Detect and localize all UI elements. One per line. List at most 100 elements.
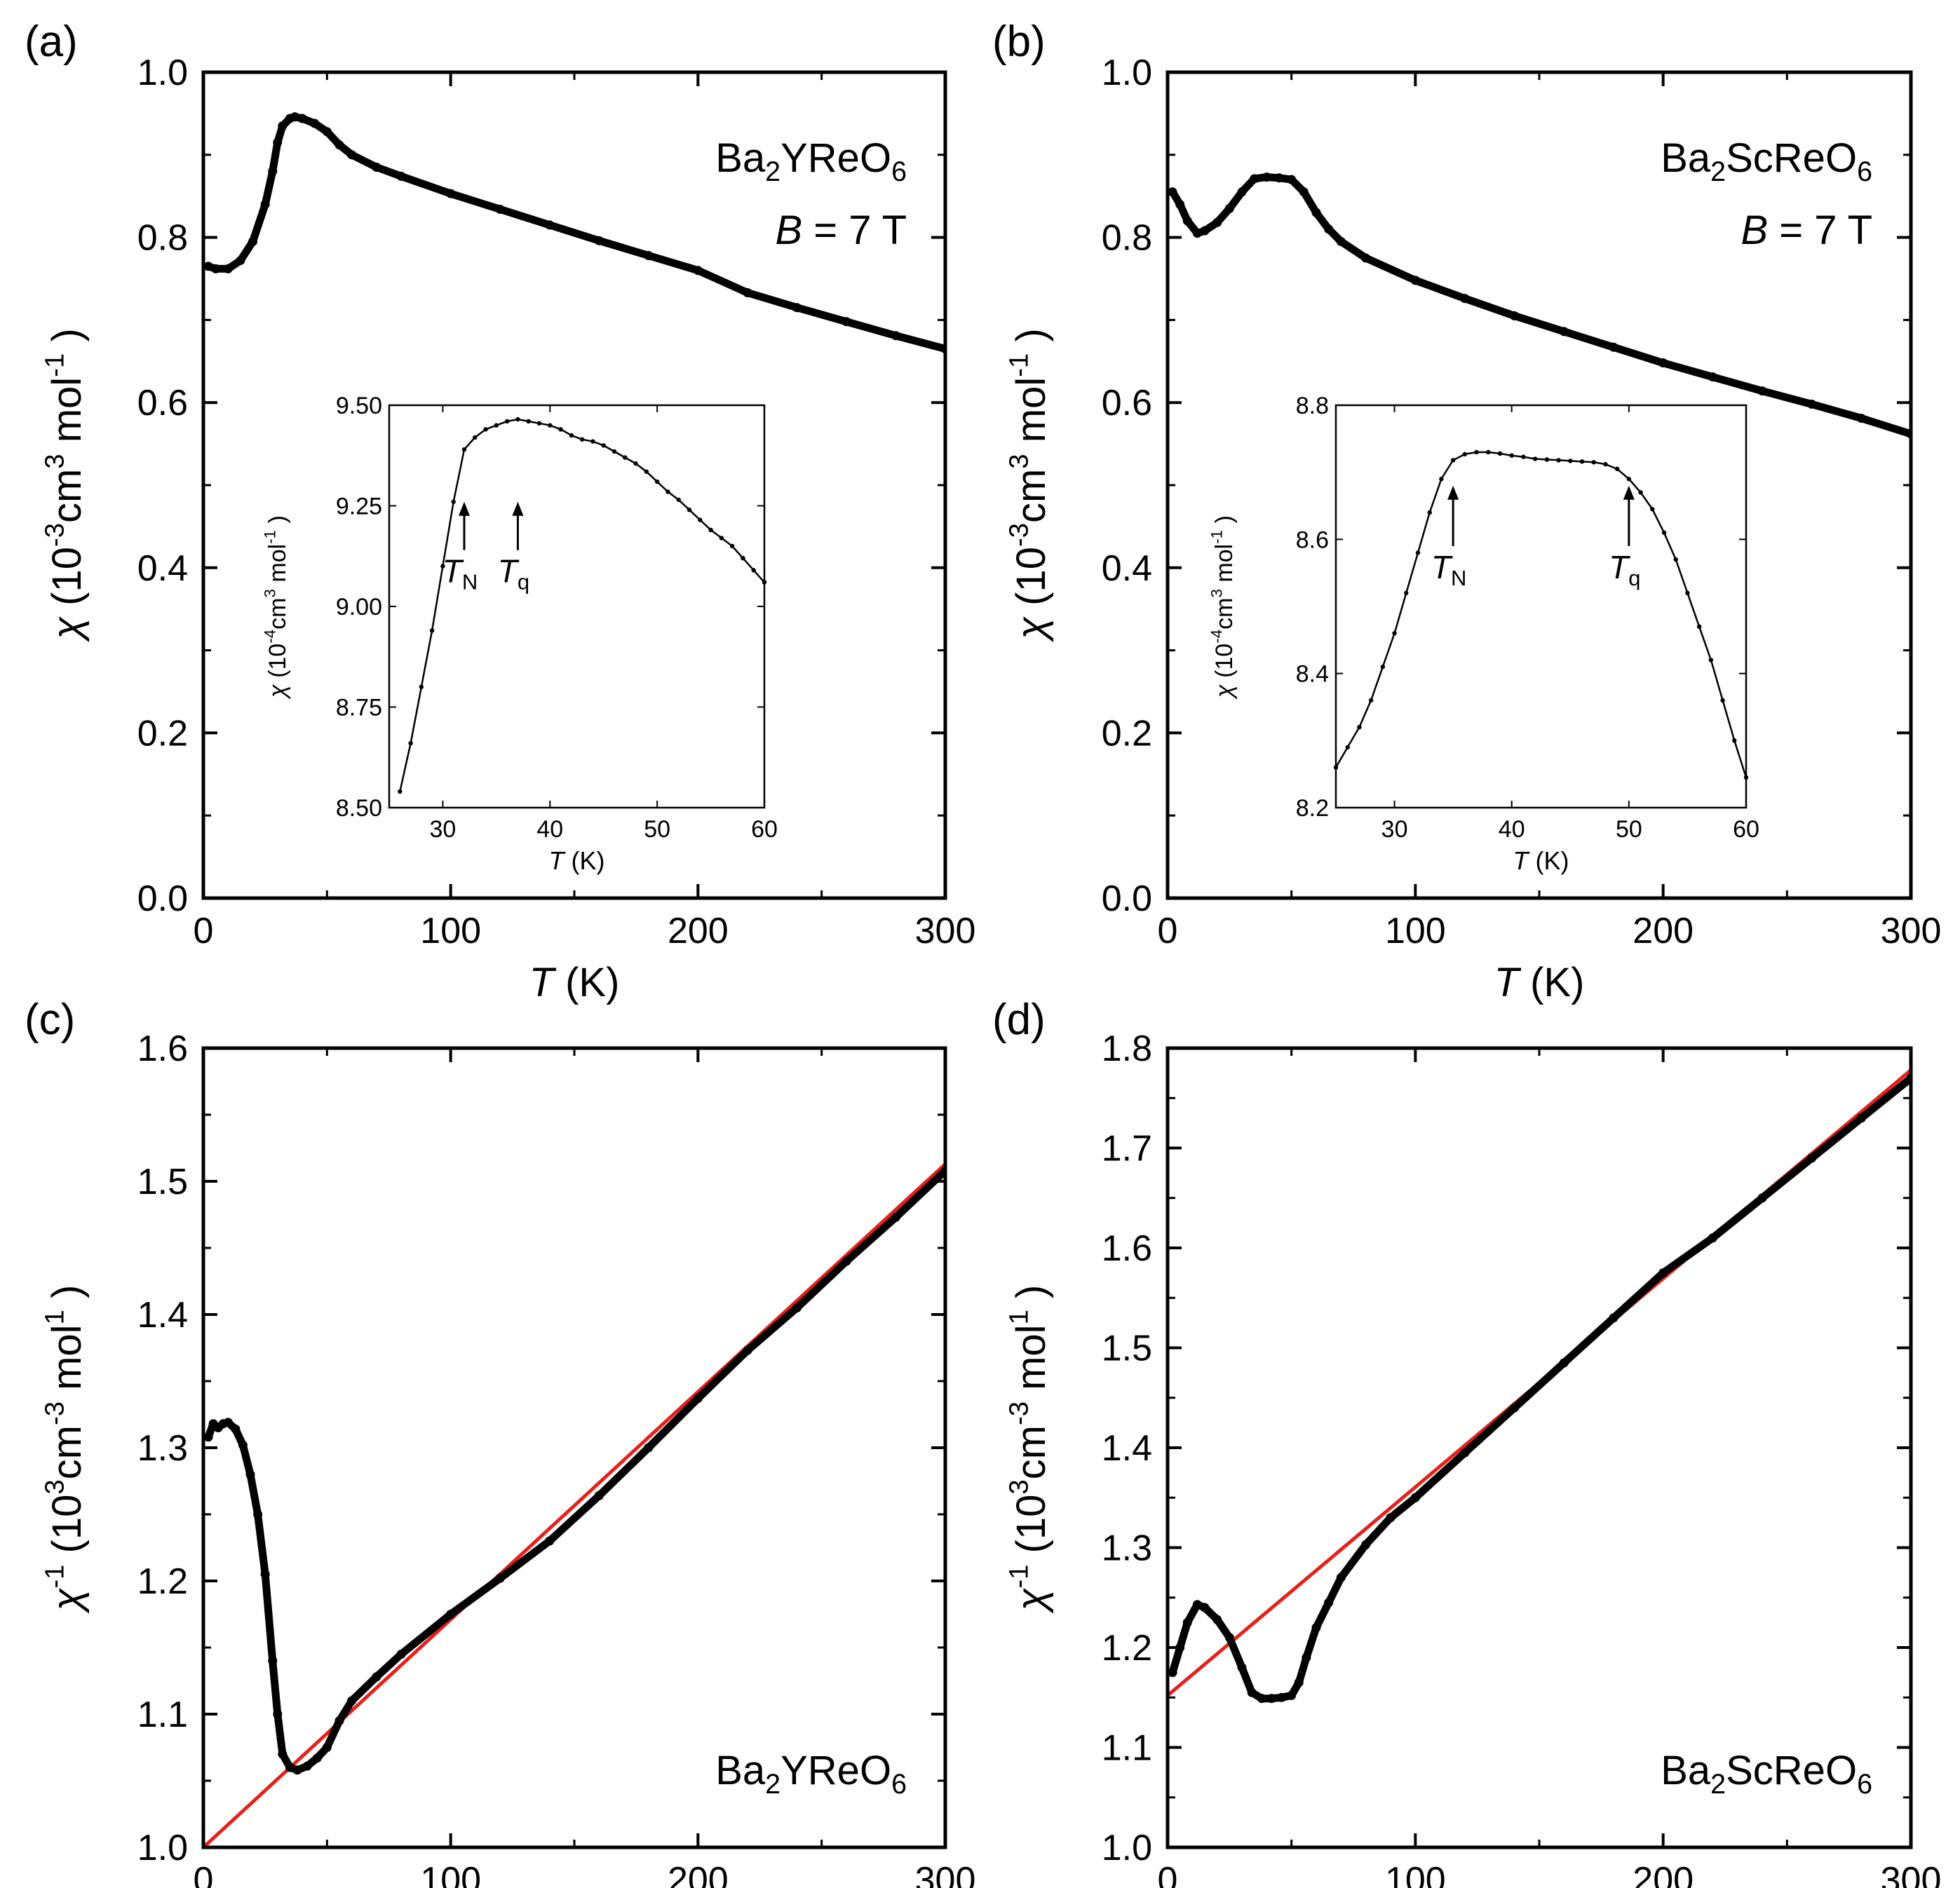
compound-text-part: Ba (1661, 1748, 1711, 1793)
y-label-superscript: -3 (1004, 523, 1034, 547)
y-label-text: cm (44, 469, 90, 523)
data-point (1212, 217, 1222, 227)
data-point (1175, 1643, 1185, 1652)
inset-data-point (1743, 775, 1749, 780)
data-point (693, 1394, 703, 1404)
y-label-text: (10 (1008, 547, 1054, 617)
y-label-superscript: -3 (40, 1401, 70, 1425)
y-label-superscript: 1 (40, 1310, 70, 1324)
x-tick-label: 0 (194, 1860, 214, 1888)
y-label-text: (10 (1211, 644, 1238, 685)
inset-data-point (729, 543, 735, 549)
inset-data-point (751, 568, 756, 573)
inset-data-point (1614, 466, 1620, 472)
data-point (446, 1610, 456, 1619)
y-label-text: cm (264, 598, 291, 630)
data-point (260, 1570, 270, 1579)
data-point (1237, 1663, 1247, 1672)
data-point (1192, 229, 1202, 238)
inset-data-point (548, 423, 553, 428)
x-label-unit: (K) (554, 960, 619, 1005)
data-point (322, 127, 332, 137)
y-tick-label: 1.5 (137, 1162, 188, 1202)
data-point (273, 1709, 283, 1719)
data-point (347, 150, 357, 160)
y-label-text: cm (1211, 598, 1238, 630)
transition-subscript: q (518, 570, 529, 595)
y-label-text: (10 (44, 1495, 90, 1565)
y-tick-label: 0.6 (1102, 383, 1152, 423)
plot-frame (1165, 70, 1913, 900)
data-point (260, 199, 270, 209)
data-point (1192, 1600, 1202, 1610)
data-point (203, 1432, 213, 1442)
transition-label: TN (1431, 549, 1467, 590)
inset-data-point (1462, 451, 1468, 457)
inset-data-point (1685, 590, 1690, 596)
data-point (891, 1212, 900, 1222)
data-point (302, 1761, 312, 1771)
inset-data-point (1732, 738, 1737, 743)
compound-subscript: 6 (1857, 1769, 1872, 1800)
data-point (1250, 174, 1259, 184)
data-point (273, 137, 283, 147)
inset-data-point (741, 555, 745, 561)
data-point (1807, 1153, 1817, 1163)
data-point (1410, 1493, 1420, 1502)
x-label-unit: (K) (1519, 960, 1584, 1005)
y-label-superscript: 3 (40, 1479, 70, 1494)
x-tick-label: 100 (420, 1860, 481, 1888)
x-tick-label: 200 (1633, 1860, 1694, 1888)
inset-data-point (1497, 451, 1503, 456)
inset-data-point (461, 447, 467, 452)
y-tick-label: 1.6 (137, 1028, 188, 1069)
inset: 30 40 50 60 8.2 8.4 8.6 8.8 T (K) χ (10-4cm3 mol-… (1208, 393, 1759, 875)
data-point (1460, 1448, 1470, 1458)
data-point (1168, 1668, 1177, 1678)
inset-data-point (1556, 458, 1561, 463)
inset-data-point (1486, 449, 1491, 455)
y-label-superscript: 3 (1208, 589, 1226, 597)
y-label-text: ) (44, 328, 90, 353)
data-point (545, 1536, 555, 1546)
y-tick-label: 0.8 (1102, 218, 1152, 259)
y-label-symbol: χ (1008, 1587, 1054, 1614)
data-point (1182, 1617, 1192, 1627)
field-symbol: B (775, 208, 802, 253)
y-tick-label: 0.2 (1102, 713, 1152, 754)
inset-data-point (633, 461, 638, 466)
data-point (1559, 1358, 1569, 1368)
data-point (1311, 1623, 1321, 1632)
inset-frame (388, 404, 766, 809)
inset-x-tick-label: 30 (430, 816, 457, 843)
inset-data-point (1415, 550, 1421, 555)
inset-data-point (1404, 590, 1409, 596)
data-point (1237, 187, 1247, 197)
data-point (253, 1509, 263, 1519)
inset-y-axis-label: χ (10-4cm3 mol-1 ) (1208, 515, 1238, 700)
inset-y-tick-label: 8.6 (1296, 527, 1329, 553)
y-label-superscript: -1 (1004, 1565, 1034, 1589)
x-tick-label: 300 (1881, 911, 1942, 951)
data-point (285, 1763, 295, 1772)
data-point (1410, 276, 1420, 285)
plot-area (1168, 172, 1911, 439)
data-point (236, 256, 245, 266)
inset-data-point (408, 740, 413, 746)
fit-line (203, 1162, 945, 1847)
transition-symbol: T (498, 553, 520, 590)
data-point (1856, 1113, 1866, 1123)
inset-data-point (494, 423, 499, 428)
inset-data-point (644, 469, 649, 474)
compound-text-part: Ba (715, 135, 766, 181)
compound-text-part: ScReO (1726, 135, 1857, 181)
transition-symbol: T (442, 553, 464, 590)
data-point (594, 1490, 604, 1500)
inset-data-point (473, 435, 478, 440)
data-series-line (1168, 173, 1911, 438)
x-tick-label: 200 (1633, 911, 1694, 951)
data-point (1361, 253, 1371, 263)
transition-arrow-head (1447, 485, 1459, 500)
data-point (1460, 294, 1470, 304)
inset-data-point (398, 789, 403, 794)
